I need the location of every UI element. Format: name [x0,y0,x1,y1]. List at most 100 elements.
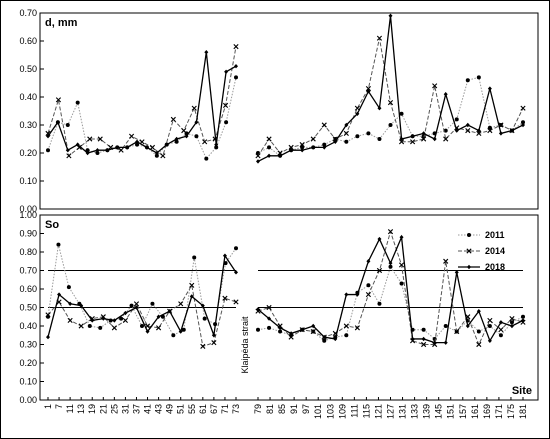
data-point-2018 [46,334,50,340]
series-line-2011 [47,77,237,160]
data-point-2011 [154,153,159,158]
data-point-2018 [85,150,90,156]
data-point-2014 [155,325,162,331]
data-point-2014 [365,291,372,298]
data-point-2018 [101,316,106,321]
series-line-2014 [47,283,237,348]
data-point-2018 [344,122,349,128]
data-point-2011 [366,283,371,288]
data-point-2018 [333,336,338,342]
y-tick-label: 0.10 [19,377,37,387]
data-point-2018 [154,150,159,156]
data-point-2018 [134,305,139,310]
data-point-2018 [443,340,448,345]
data-point-2011 [234,246,238,251]
data-point-2014 [211,340,217,346]
data-point-2011 [224,120,229,125]
data-point-2018 [222,253,227,258]
data-point-2011 [476,75,481,80]
data-point-2018 [224,69,229,74]
data-point-2018 [267,316,272,321]
y-tick-label: 0.00 [19,395,37,405]
data-point-2011 [66,285,71,290]
data-point-2018 [267,153,272,158]
data-point-2014 [343,130,349,136]
data-point-2014 [365,86,372,92]
y-tick-label: 0.70 [19,8,37,18]
data-point-2018 [105,148,110,153]
data-point-2014 [202,139,208,145]
x-tick-label: 121 [373,404,383,419]
data-point-2018 [256,307,260,312]
data-point-2011 [454,117,459,122]
y-tick-label: 0.20 [19,358,37,368]
data-point-2018 [214,142,219,147]
data-point-2018 [377,106,382,111]
data-point-2018 [289,331,294,336]
y-axis-label: d, mm [45,17,78,29]
x-tick-label: 175 [506,404,516,419]
data-point-2018 [189,294,194,299]
data-point-2011 [388,264,393,269]
data-point-2011 [443,128,448,133]
data-point-2014 [160,153,166,159]
data-point-2018 [311,323,316,329]
data-point-2018 [410,134,415,139]
data-point-2011 [322,338,327,343]
data-point-2018 [344,292,349,297]
data-point-2014 [398,262,405,268]
data-point-2018 [509,323,514,329]
data-point-2018 [443,92,448,97]
x-tick-label: 139 [422,404,432,419]
x-tick-label: 41 [143,404,153,414]
x-tick-label: 51 [176,404,186,414]
data-point-2014 [200,343,206,349]
data-point-2018 [112,318,117,323]
data-point-2018 [167,309,172,314]
x-tick-label: 169 [482,404,492,419]
data-point-2018 [178,329,183,334]
data-point-2014 [266,136,272,142]
data-point-2011 [181,327,186,332]
data-point-2011 [194,134,199,139]
y-tick-label: 0.00 [19,204,37,214]
data-point-2011 [432,336,437,341]
data-point-2014 [178,301,184,307]
data-point-2011 [509,320,514,325]
data-point-2011 [56,242,61,247]
x-tick-label: 37 [131,404,141,414]
y-tick-label: 0.30 [19,340,37,350]
x-tick-label: 109 [337,404,347,419]
legend-label-2018: 2018 [485,262,505,272]
data-point-2018 [135,139,140,144]
data-point-2018 [476,128,481,133]
data-point-2014 [409,139,416,145]
x-tick-label: 161 [470,404,480,419]
x-tick-label: 81 [265,404,275,414]
data-point-2014 [520,105,526,111]
data-point-2011 [85,148,90,153]
x-tick-label: 1 [43,404,53,409]
data-point-2014 [55,97,62,103]
data-point-2018 [377,236,382,242]
data-point-2018 [498,320,503,325]
data-point-2018 [333,139,338,144]
x-tick-label: 97 [301,404,311,414]
series-line-2018 [47,253,237,338]
x-tick-label: 71 [220,404,230,414]
data-point-2014 [118,147,124,153]
data-point-2011 [344,333,349,338]
data-point-2011 [476,329,481,334]
data-point-2014 [387,100,394,106]
data-point-2011 [278,329,283,334]
y-tick-label: 0.60 [19,284,37,294]
data-point-2018 [278,325,283,331]
data-point-2018 [200,303,205,308]
data-point-2011 [234,75,238,80]
data-point-2014 [421,341,427,348]
x-tick-label: 49 [165,404,175,414]
data-point-2011 [399,111,404,116]
legend-marker-2014 [466,248,472,254]
x-tick-label: 19 [87,404,97,414]
